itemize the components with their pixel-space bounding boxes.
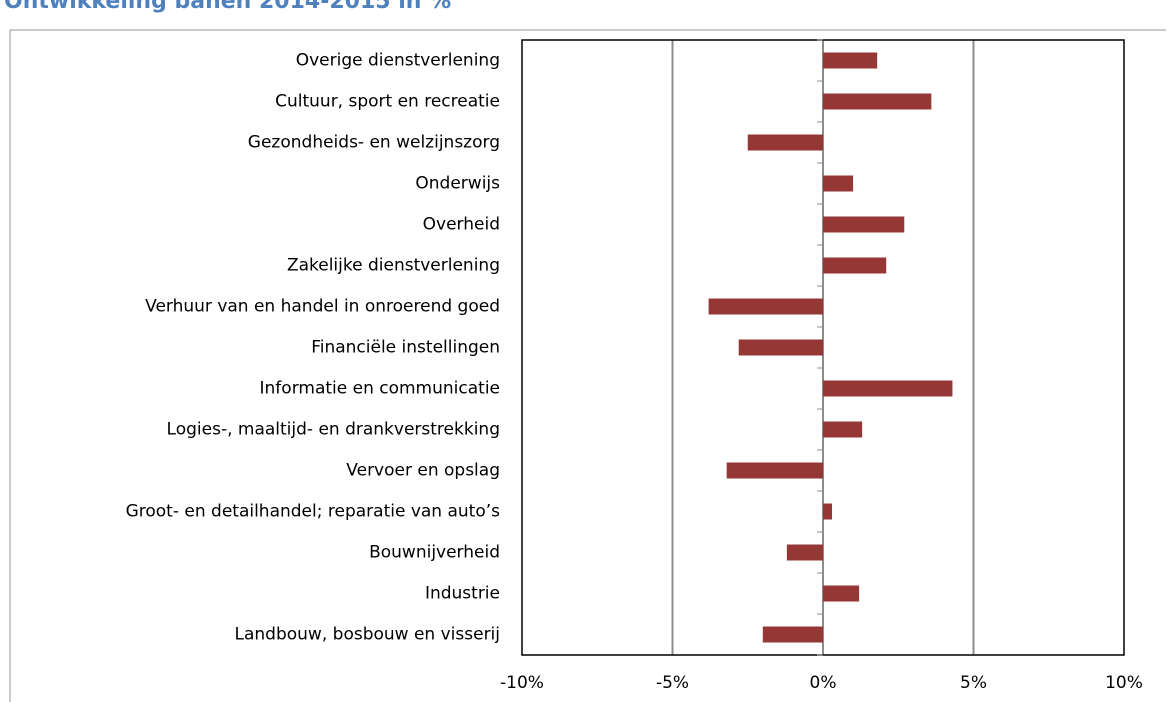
bar (762, 626, 823, 643)
bar (738, 339, 823, 356)
y-tick-label: Cultuur, sport en recreatie (275, 92, 500, 112)
x-tick-label: -10% (500, 673, 544, 693)
x-tick-label: -5% (656, 673, 689, 693)
chart-title: Ontwikkeling banen 2014-2015 in % (4, 0, 451, 14)
x-tick-label: 5% (960, 673, 987, 693)
bar (823, 503, 833, 520)
y-tick-label: Bouwnijverheid (369, 543, 500, 563)
bar (823, 175, 854, 192)
bar (726, 462, 823, 479)
y-tick-label: Logies-, maaltijd- en drankverstrekking (167, 420, 500, 440)
y-tick-label: Gezondheids- en welzijnszorg (248, 133, 500, 153)
y-tick-label: Groot- en detailhandel; reparatie van au… (126, 502, 501, 522)
y-tick-label: Overige dienstverlening (296, 51, 500, 71)
x-tick-label: 10% (1105, 673, 1143, 693)
y-tick-label: Industrie (425, 584, 500, 604)
x-tick-label: 0% (810, 673, 837, 693)
bar (823, 52, 878, 69)
y-tick-label: Financiële instellingen (311, 338, 500, 358)
bar (823, 257, 887, 274)
frame (9, 29, 1166, 702)
y-tick-label: Landbouw, bosbouw en visserij (235, 625, 500, 645)
y-tick-label: Overheid (423, 215, 500, 235)
y-tick-label: Zakelijke dienstverlening (287, 256, 500, 276)
y-tick-label: Verhuur van en handel in onroerend goed (145, 297, 500, 317)
bar (747, 134, 823, 151)
bar (823, 380, 953, 397)
bar (786, 544, 823, 561)
y-tick-label: Informatie en communicatie (260, 379, 500, 399)
bar (823, 585, 860, 602)
y-tick-label: Vervoer en opslag (346, 461, 500, 481)
y-tick-label: Onderwijs (415, 174, 500, 194)
bar (708, 298, 823, 315)
bar (823, 93, 932, 110)
bar (823, 421, 863, 438)
bar (823, 216, 905, 233)
